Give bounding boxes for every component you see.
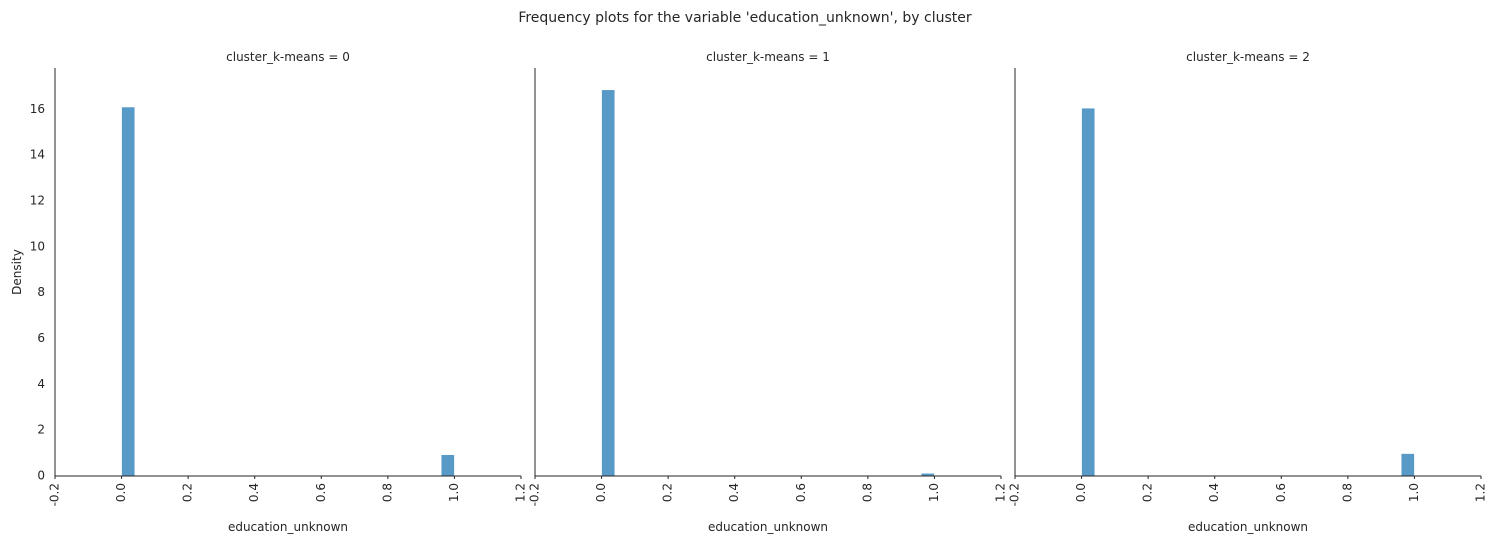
x-tick-label: 0.6	[314, 483, 328, 502]
y-tick-label: 4	[37, 377, 45, 391]
x-tick-label: 1.2	[514, 483, 528, 502]
chart-title: Frequency plots for the variable 'educat…	[518, 10, 972, 26]
x-tick-label: 0.0	[114, 483, 128, 502]
y-tick-label: 8	[37, 285, 45, 299]
x-tick-label: 0.4	[727, 483, 741, 502]
histogram-bar	[1400, 453, 1415, 477]
x-tick-label: 1.2	[1474, 483, 1488, 502]
x-tick-label: 0.4	[247, 483, 261, 502]
x-tick-label: -0.2	[528, 483, 542, 506]
x-tick-label: 0.0	[594, 483, 608, 502]
panel-title: cluster_k-means = 0	[226, 50, 350, 64]
histogram-bar	[121, 106, 136, 477]
y-tick-label: 12	[30, 193, 45, 207]
histogram-bar	[440, 454, 455, 477]
panel-0: cluster_k-means = 0 -0.2 0.0 0.2 0.4 0.6 0.8 1.…	[10, 50, 528, 534]
y-tick-label: 14	[30, 148, 45, 162]
x-tick-label: 1.0	[447, 483, 461, 502]
x-tick-label: 1.0	[1407, 483, 1421, 502]
x-axis-label: education_unknown	[708, 520, 828, 534]
y-tick-label: 6	[37, 331, 45, 345]
x-tick-label: 0.4	[1207, 483, 1221, 502]
x-tick-label: 1.0	[927, 483, 941, 502]
x-tick-label: 0.2	[1141, 483, 1155, 502]
x-tick-label: 0.6	[1274, 483, 1288, 502]
histogram-bar	[1081, 107, 1096, 477]
y-tick-label: 0	[37, 469, 45, 483]
panel-1: cluster_k-means = 1 -0.2 0.0 0.2 0.4 0.6 0.8 1.…	[528, 50, 1008, 534]
y-tick-label: 16	[30, 102, 45, 116]
panel-title: cluster_k-means = 2	[1186, 50, 1310, 64]
x-tick-label: -0.2	[48, 483, 62, 506]
x-axis-label: education_unknown	[1188, 520, 1308, 534]
x-tick-label: 0.2	[181, 483, 195, 502]
x-axis-label: education_unknown	[228, 520, 348, 534]
histogram-bar	[601, 89, 616, 477]
y-tick-label: 2	[37, 423, 45, 437]
x-tick-label: 0.8	[380, 483, 394, 502]
panel-title: cluster_k-means = 1	[706, 50, 830, 64]
x-tick-label: 1.2	[994, 483, 1008, 502]
x-tick-label: -0.2	[1008, 483, 1022, 506]
x-tick-label: 0.2	[661, 483, 675, 502]
panels-group: cluster_k-means = 0 -0.2 0.0 0.2 0.4 0.6 0.8 1.…	[10, 50, 1488, 534]
panel-2: cluster_k-means = 2 -0.2 0.0 0.2 0.4 0.6 0.8 1.…	[1008, 50, 1488, 534]
x-tick-label: 0.0	[1074, 483, 1088, 502]
x-tick-label: 0.8	[1340, 483, 1354, 502]
y-tick-label: 10	[30, 239, 45, 253]
x-tick-label: 0.8	[860, 483, 874, 502]
y-axis-label: Density	[10, 249, 24, 295]
x-tick-label: 0.6	[794, 483, 808, 502]
